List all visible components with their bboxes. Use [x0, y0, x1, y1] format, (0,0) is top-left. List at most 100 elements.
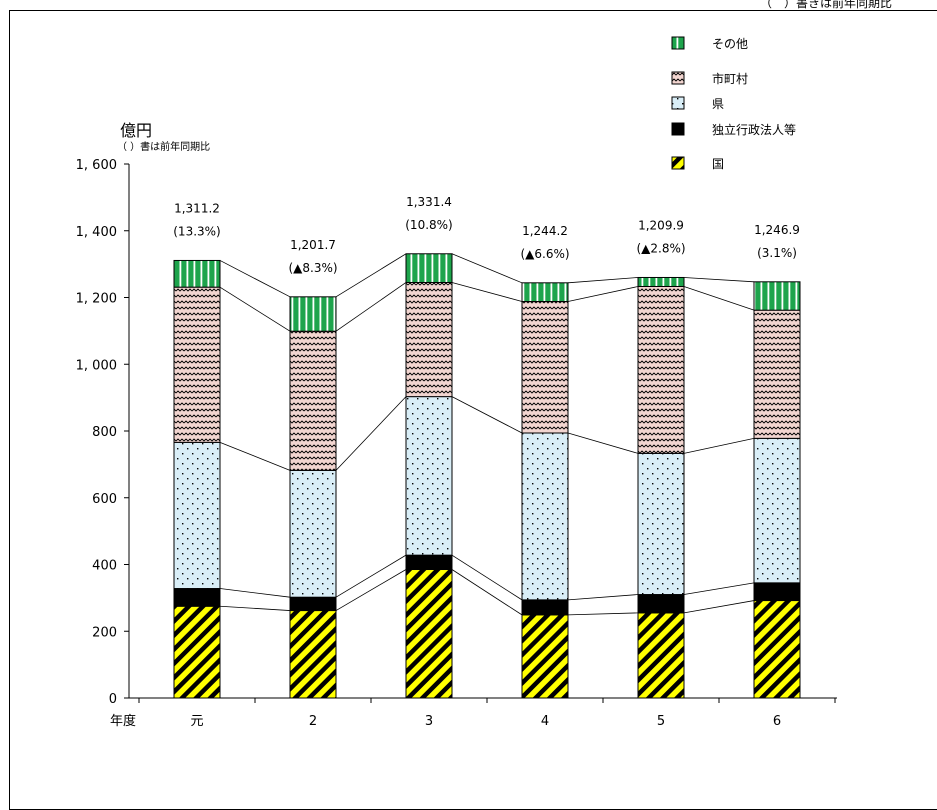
connector-line [335, 569, 407, 611]
connector-line [567, 286, 639, 302]
bar-segment-その他 [521, 282, 569, 303]
connector-line [567, 612, 639, 616]
bar-segment-県 [521, 432, 569, 601]
change-label: (▲6.6%) [520, 247, 569, 261]
connector-lines [219, 253, 755, 616]
unit-label: 億円 [120, 121, 152, 140]
legend-swatch [671, 122, 685, 136]
unit-note: （ ）書は前年同期比 [117, 140, 210, 153]
connector-line [683, 277, 755, 283]
bar-segment-独立行政法人等 [753, 582, 801, 602]
connector-line [219, 441, 291, 471]
connector-line [219, 588, 291, 598]
bar-segment-独立行政法人等 [637, 594, 685, 614]
bar-segment-市町村 [637, 285, 685, 454]
bar-segment-市町村 [521, 301, 569, 434]
bar-segment-県 [289, 469, 337, 598]
bar-segment-国 [173, 605, 221, 699]
legend-swatch [671, 96, 685, 110]
bar-segment-その他 [289, 296, 337, 332]
change-label: (10.8%) [405, 218, 452, 232]
bar-segment-市町村 [405, 281, 453, 398]
connector-line [451, 396, 523, 434]
x-tick-label: 2 [309, 714, 317, 729]
bar-segment-県 [753, 437, 801, 584]
legend-label: 国 [712, 157, 724, 171]
connector-line [567, 277, 639, 284]
legend-label: その他 [712, 37, 748, 51]
y-tick-label: 200 [92, 625, 117, 640]
bar-segment-独立行政法人等 [173, 588, 221, 607]
x-axis-title: 年度 [110, 713, 136, 729]
legend-label: 県 [712, 97, 724, 111]
y-tick-label: 600 [92, 492, 117, 507]
total-label: 1,209.9 [638, 218, 684, 232]
bar-segment-その他 [753, 281, 801, 311]
bar-segment-市町村 [289, 330, 337, 471]
connector-line [335, 282, 407, 332]
total-label: 1,201.7 [290, 238, 336, 252]
bar-segment-市町村 [173, 286, 221, 443]
connector-line [683, 582, 755, 595]
x-tick-label: 元 [190, 714, 203, 729]
connector-line [451, 569, 523, 616]
connector-line [683, 286, 755, 311]
total-label: 1,331.4 [406, 195, 452, 209]
change-label: (▲8.3%) [288, 261, 337, 275]
bar-segment-国 [405, 569, 453, 699]
bar-segment-その他 [405, 253, 453, 283]
bar-segment-県 [637, 452, 685, 596]
connector-line [567, 594, 639, 601]
total-labels: 1,311.2 (13.3%) 1,201.7 (▲8.3%) 1,331.4 (10.8… [173, 195, 800, 275]
bar-segment-国 [289, 610, 337, 699]
bar-segment-国 [521, 614, 569, 699]
total-label: 1,246.9 [754, 223, 800, 237]
y-tick-label: 0 [109, 692, 117, 707]
bar-segment-独立行政法人等 [405, 554, 453, 571]
bar-segment-その他 [173, 259, 221, 288]
bar-segment-国 [753, 600, 801, 699]
connector-line [219, 260, 291, 298]
y-tick-label: 1, 000 [76, 358, 117, 373]
comparison-note: （ ）書きは前年同期比 [760, 0, 893, 10]
total-label: 1,311.2 [174, 201, 220, 215]
x-tick-label: 5 [657, 714, 665, 729]
connector-line [683, 600, 755, 614]
legend-label: 独立行政法人等 [712, 122, 796, 137]
y-tick-label: 800 [92, 425, 117, 440]
x-tick-label: 6 [773, 714, 781, 729]
axes: 0 200 400 600 800 1, 000 1, 200 1, 400 1, 600 元 2 3… [76, 158, 837, 729]
connector-line [219, 605, 291, 611]
change-label: (3.1%) [757, 246, 797, 260]
connector-line [683, 437, 755, 454]
legend-swatch [671, 36, 685, 50]
connector-line [335, 396, 407, 471]
change-label: (13.3%) [173, 224, 220, 238]
bars [173, 253, 801, 699]
connector-line [451, 554, 523, 601]
bar-segment-県 [405, 396, 453, 556]
y-tick-label: 1, 400 [76, 225, 117, 240]
legend-swatch [671, 71, 685, 85]
connector-line [451, 253, 523, 284]
x-tick-label: 4 [541, 714, 549, 729]
bar-segment-国 [637, 612, 685, 699]
y-tick-label: 1, 200 [76, 292, 117, 307]
bar-segment-市町村 [753, 309, 801, 439]
x-tick-label: 3 [425, 714, 433, 729]
connector-line [335, 554, 407, 598]
bar-segment-その他 [637, 276, 685, 287]
legend-label: 市町村 [712, 71, 748, 86]
legend-swatch [671, 156, 685, 170]
bar-segment-県 [173, 441, 221, 590]
connector-line [219, 286, 291, 332]
bar-segment-独立行政法人等 [289, 596, 337, 612]
connector-line [567, 432, 639, 454]
y-tick-label: 400 [92, 559, 117, 574]
total-label: 1,244.2 [522, 224, 568, 238]
connector-line [335, 253, 407, 298]
connector-line [451, 282, 523, 302]
bar-segment-独立行政法人等 [521, 599, 569, 616]
stacked-bar-chart: 億円 （ ）書は前年同期比 年度 0 200 400 600 800 1, 000 1, 2… [76, 36, 837, 729]
